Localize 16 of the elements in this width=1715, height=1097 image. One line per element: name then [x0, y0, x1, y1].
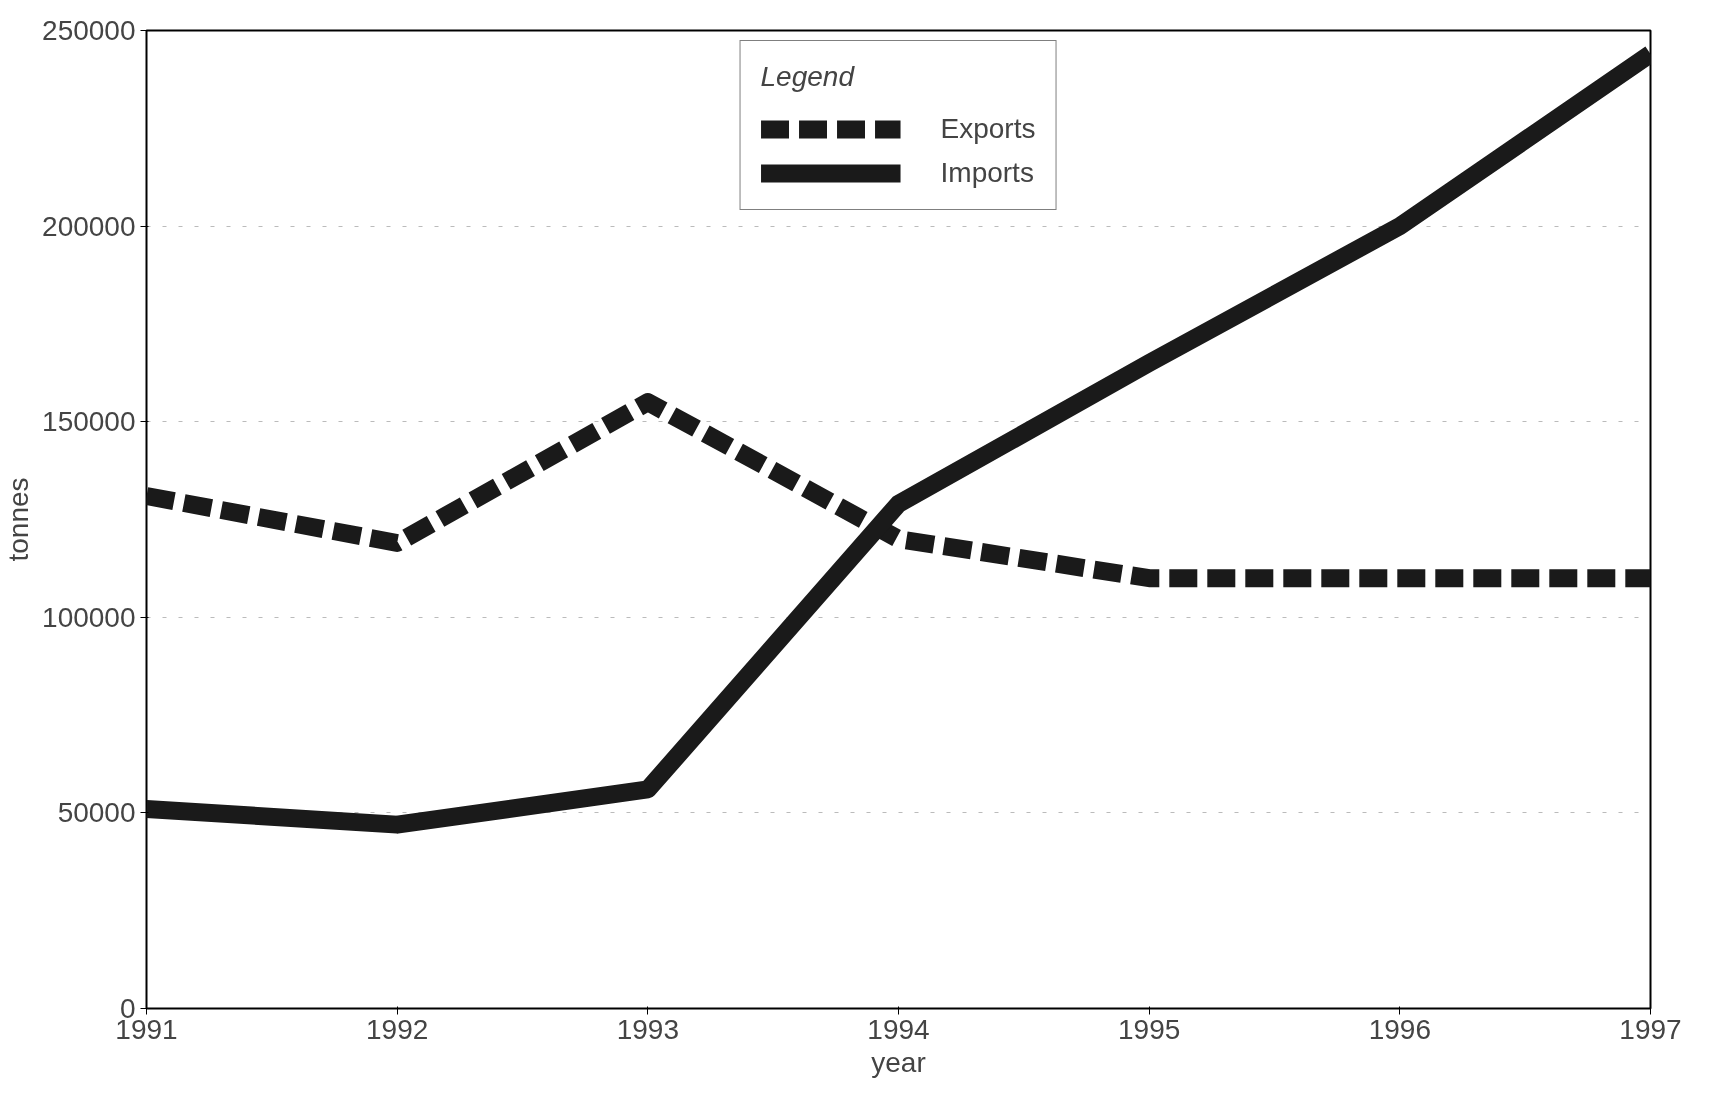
legend-label: Exports	[940, 113, 1036, 145]
legend-label: Imports	[940, 157, 1034, 189]
x-axis-title: year	[871, 1046, 926, 1078]
x-tick-label: 1992	[366, 1013, 429, 1045]
y-tick-label: 150000	[42, 406, 136, 438]
y-tick-label: 100000	[42, 601, 136, 633]
x-tick-label: 1997	[1619, 1013, 1682, 1045]
x-tick-label: 1994	[867, 1013, 930, 1045]
y-tick-label: 250000	[42, 15, 136, 46]
x-tick-label: 1996	[1368, 1013, 1431, 1045]
x-tick-label: 1993	[616, 1013, 679, 1045]
x-tick-label: 1995	[1118, 1013, 1181, 1045]
y-tick-label: 200000	[42, 210, 136, 242]
y-tick-label: 50000	[57, 797, 136, 829]
legend-title: Legend	[760, 61, 856, 93]
y-axis-title: tonnes	[3, 477, 35, 562]
